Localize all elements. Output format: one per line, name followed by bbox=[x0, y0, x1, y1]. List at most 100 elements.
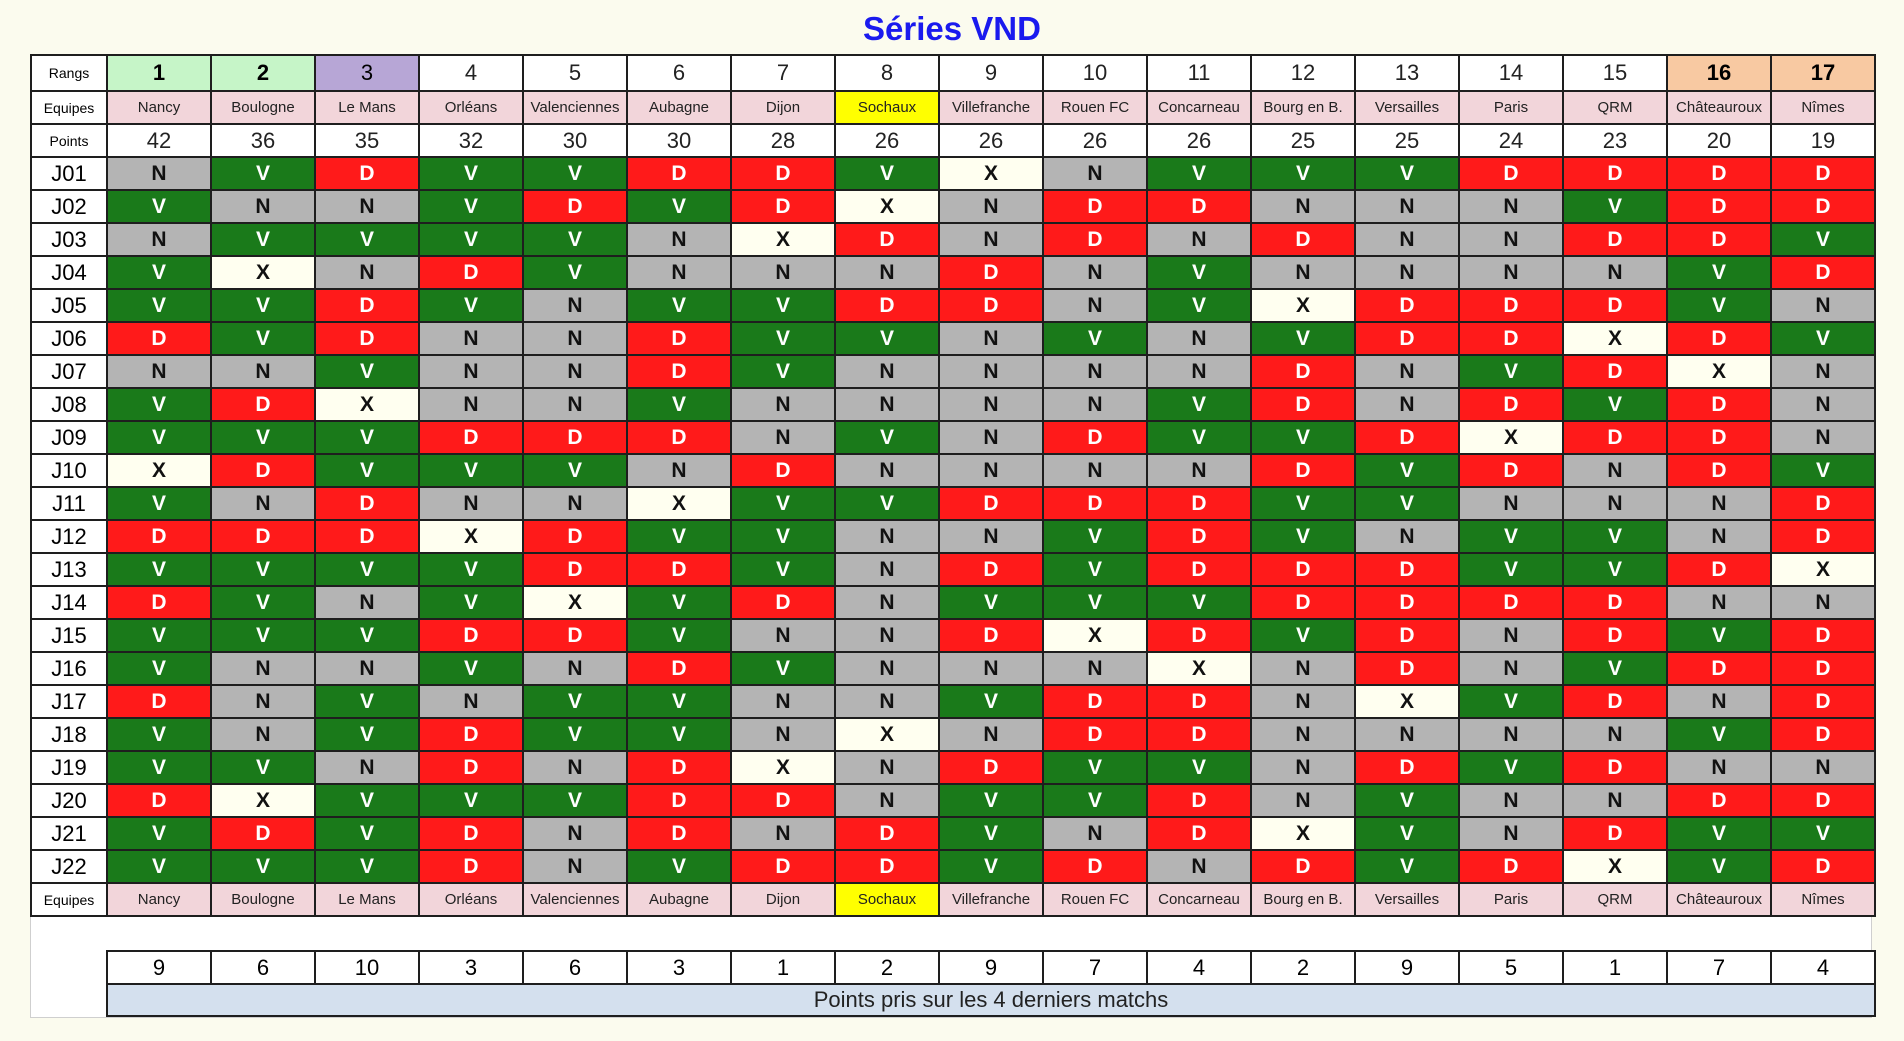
team-name-cell: Orléans bbox=[418, 90, 524, 125]
result-cell: V bbox=[1666, 816, 1772, 851]
result-cell: D bbox=[210, 387, 316, 422]
result-cell: N bbox=[1458, 189, 1564, 224]
team-name-cell: Versailles bbox=[1354, 90, 1460, 125]
points-cell: 26 bbox=[1146, 123, 1252, 158]
result-cell: V bbox=[106, 618, 212, 653]
result-cell: V bbox=[418, 189, 524, 224]
result-cell: D bbox=[626, 651, 732, 686]
result-cell: V bbox=[522, 684, 628, 719]
result-cell: D bbox=[834, 816, 940, 851]
result-cell: D bbox=[1458, 585, 1564, 620]
caption-row: Points pris sur les 4 derniers matchs bbox=[106, 983, 1876, 1017]
team-name-cell: QRM bbox=[1562, 882, 1668, 917]
match-row: J03 N V V V V N X D N D N D N N D D V bbox=[30, 222, 1876, 257]
match-row: J10 X D V V V N D N N N N D V D N D V bbox=[30, 453, 1876, 488]
result-cell: N bbox=[314, 585, 420, 620]
result-cell: D bbox=[1666, 156, 1772, 191]
result-cell: D bbox=[1562, 684, 1668, 719]
result-cell: V bbox=[1458, 684, 1564, 719]
result-cell: V bbox=[1354, 486, 1460, 521]
result-cell: V bbox=[522, 255, 628, 290]
match-row: J12 D D D X D V V N N V D V N V V N D bbox=[30, 519, 1876, 554]
result-cell: D bbox=[1146, 783, 1252, 818]
result-cell: V bbox=[1770, 321, 1876, 356]
result-cell: D bbox=[418, 849, 524, 884]
result-cell: N bbox=[210, 717, 316, 752]
result-cell: N bbox=[522, 816, 628, 851]
result-cell: X bbox=[626, 486, 732, 521]
result-cell: N bbox=[1042, 651, 1148, 686]
result-cell: N bbox=[938, 420, 1044, 455]
round-label: J01 bbox=[30, 156, 108, 191]
round-label: J20 bbox=[30, 783, 108, 818]
result-cell: V bbox=[522, 453, 628, 488]
result-cell: N bbox=[1354, 189, 1460, 224]
result-cell: D bbox=[1146, 552, 1252, 587]
result-cell: D bbox=[1146, 717, 1252, 752]
result-cell: D bbox=[626, 783, 732, 818]
last-four-cell: 10 bbox=[314, 950, 420, 985]
equipes-footer-label: Equipes bbox=[30, 882, 108, 917]
team-name-cell: Rouen FC bbox=[1042, 882, 1148, 917]
result-cell: D bbox=[1770, 255, 1876, 290]
result-cell: D bbox=[834, 222, 940, 257]
result-cell: D bbox=[1146, 684, 1252, 719]
result-cell: D bbox=[938, 552, 1044, 587]
result-cell: D bbox=[1666, 321, 1772, 356]
result-cell: N bbox=[938, 717, 1044, 752]
result-cell: V bbox=[210, 849, 316, 884]
result-cell: N bbox=[1458, 651, 1564, 686]
result-cell: N bbox=[1666, 486, 1772, 521]
team-name-cell: Valenciennes bbox=[522, 90, 628, 125]
result-cell: X bbox=[730, 750, 836, 785]
result-cell: D bbox=[1770, 783, 1876, 818]
result-cell: D bbox=[314, 486, 420, 521]
result-cell: V bbox=[1458, 519, 1564, 554]
result-cell: V bbox=[938, 816, 1044, 851]
result-cell: D bbox=[314, 519, 420, 554]
result-cell: D bbox=[1770, 618, 1876, 653]
team-name-cell: Boulogne bbox=[210, 90, 316, 125]
round-label: J07 bbox=[30, 354, 108, 389]
result-cell: N bbox=[210, 651, 316, 686]
result-cell: N bbox=[1146, 222, 1252, 257]
result-cell: D bbox=[1562, 420, 1668, 455]
team-name-cell: Nancy bbox=[106, 90, 212, 125]
team-name-cell: QRM bbox=[1562, 90, 1668, 125]
result-cell: V bbox=[1770, 222, 1876, 257]
result-cell: V bbox=[210, 222, 316, 257]
result-cell: V bbox=[1562, 519, 1668, 554]
result-cell: N bbox=[418, 354, 524, 389]
last-four-cell: 7 bbox=[1042, 950, 1148, 985]
result-cell: D bbox=[626, 156, 732, 191]
team-name-cell: Aubagne bbox=[626, 882, 732, 917]
result-cell: N bbox=[834, 255, 940, 290]
result-cell: D bbox=[106, 783, 212, 818]
result-cell: X bbox=[1250, 288, 1356, 323]
result-cell: X bbox=[834, 717, 940, 752]
result-cell: X bbox=[418, 519, 524, 554]
result-cell: V bbox=[314, 816, 420, 851]
result-cell: V bbox=[1042, 783, 1148, 818]
result-cell: D bbox=[938, 255, 1044, 290]
result-cell: V bbox=[1458, 354, 1564, 389]
result-cell: V bbox=[626, 585, 732, 620]
result-cell: V bbox=[1042, 321, 1148, 356]
result-cell: X bbox=[1354, 684, 1460, 719]
result-cell: N bbox=[210, 354, 316, 389]
result-cell: N bbox=[1666, 684, 1772, 719]
result-cell: V bbox=[210, 750, 316, 785]
result-cell: N bbox=[522, 321, 628, 356]
points-cell: 42 bbox=[106, 123, 212, 158]
result-cell: N bbox=[1042, 453, 1148, 488]
result-cell: D bbox=[1458, 156, 1564, 191]
result-cell: V bbox=[314, 849, 420, 884]
result-cell: D bbox=[1770, 486, 1876, 521]
result-cell: D bbox=[1770, 651, 1876, 686]
result-cell: V bbox=[1770, 816, 1876, 851]
team-name-cell: Concarneau bbox=[1146, 90, 1252, 125]
result-cell: V bbox=[314, 684, 420, 719]
result-cell: D bbox=[730, 189, 836, 224]
result-cell: V bbox=[730, 486, 836, 521]
last-four-cell: 3 bbox=[418, 950, 524, 985]
